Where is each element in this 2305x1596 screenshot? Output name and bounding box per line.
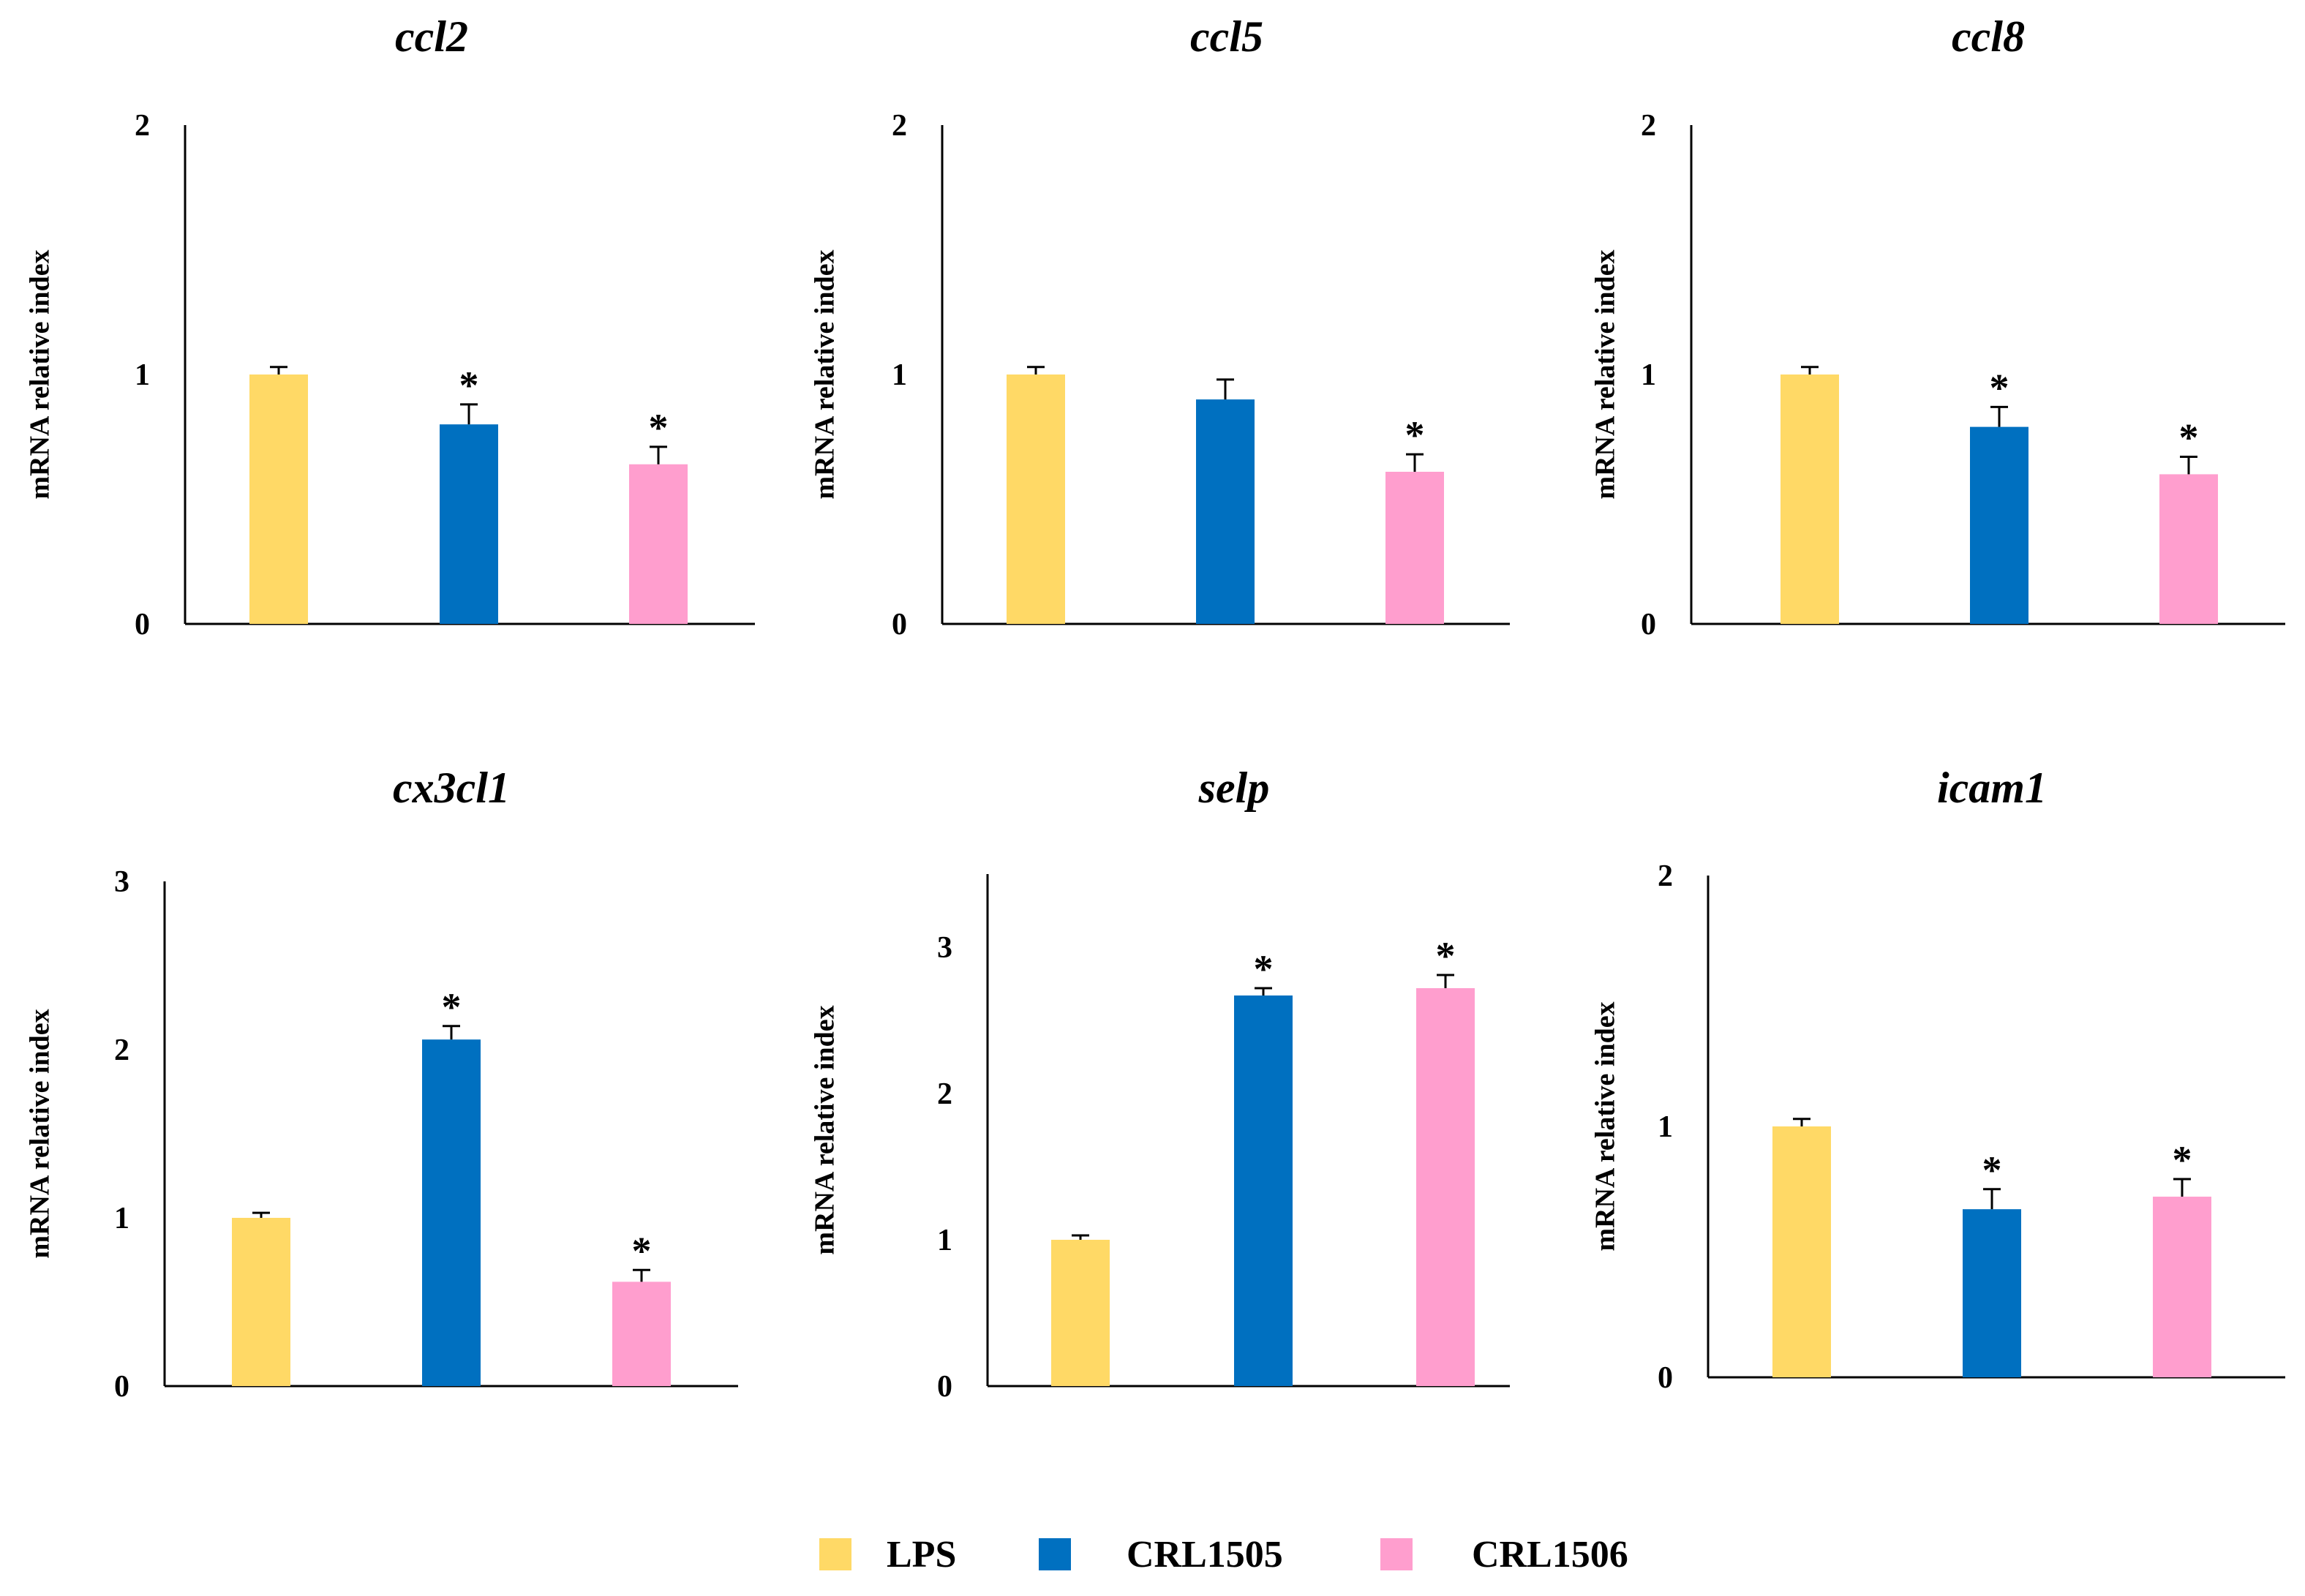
bar-CRL1505: [1963, 1209, 2021, 1377]
bar-LPS: [249, 374, 308, 624]
chart-panel-ccl2: ccl2 mRNA relative index 0 1 2 * *: [24, 12, 755, 641]
chart-title: ccl8: [1952, 12, 2025, 61]
significance-star: *: [649, 406, 669, 450]
y-axis-label: mRNA relative index: [24, 249, 55, 499]
bar-CRL1506: [2159, 474, 2218, 624]
significance-star: *: [2179, 416, 2199, 460]
chart-title: icam1: [1937, 764, 2047, 812]
y-tick-label: 2: [135, 109, 150, 143]
y-tick-label: 3: [114, 865, 129, 899]
y-axis-label: mRNA relative index: [809, 249, 840, 499]
chart-title: selp: [1198, 764, 1270, 812]
y-axis-label: mRNA relative index: [24, 1009, 55, 1258]
bar-CRL1505: [422, 1039, 481, 1386]
y-tick-label: 1: [937, 1224, 952, 1257]
legend-swatch: [819, 1538, 851, 1570]
chart-panel-ccl5: ccl5 mRNA relative index 0 1 2 *: [809, 12, 1510, 641]
bar-LPS: [232, 1218, 290, 1386]
bar-CRL1506: [629, 464, 688, 624]
legend-label: CRL1505: [1127, 1534, 1283, 1576]
legend-swatch: [1039, 1538, 1071, 1570]
y-tick-label: 2: [114, 1034, 129, 1067]
significance-star: *: [1436, 934, 1456, 978]
y-tick-label: 1: [1641, 358, 1656, 392]
legend-swatch: [1380, 1538, 1413, 1570]
chart-panel-icam1: icam1 mRNA relative index 0 1 2 * *: [1590, 764, 2285, 1395]
bar-CRL1506: [2153, 1197, 2211, 1377]
y-tick-label: 1: [892, 358, 907, 392]
legend-item-CRL1506: CRL1506: [1380, 1534, 1628, 1576]
significance-star: *: [1982, 1148, 2002, 1192]
bar-CRL1506: [1416, 988, 1475, 1386]
legend: LPS CRL1505 CRL1506: [819, 1534, 1628, 1576]
legend-item-LPS: LPS: [819, 1534, 956, 1576]
chart-title: cx3cl1: [393, 764, 510, 812]
chart-title: ccl5: [1190, 12, 1263, 61]
bar-CRL1505: [440, 424, 498, 624]
legend-item-CRL1505: CRL1505: [1039, 1534, 1283, 1576]
bar-CRL1505: [1234, 995, 1293, 1386]
y-axis-label: mRNA relative index: [1590, 1001, 1620, 1251]
significance-star: *: [1254, 947, 1274, 991]
chart-panel-cx3cl1: cx3cl1 mRNA relative index 0 1 2 3 * *: [24, 764, 738, 1404]
y-axis-label: mRNA relative index: [809, 1005, 840, 1254]
y-tick-label: 2: [937, 1077, 952, 1111]
y-tick-label: 0: [1658, 1361, 1673, 1395]
significance-star: *: [1990, 366, 2009, 410]
bar-LPS: [1051, 1240, 1110, 1386]
significance-star: *: [632, 1229, 652, 1273]
chart-panel-selp: selp mRNA relative index 0 1 2 3 * *: [809, 764, 1510, 1404]
y-tick-label: 2: [1658, 859, 1673, 893]
y-tick-label: 1: [135, 358, 150, 392]
bar-LPS: [1781, 374, 1839, 624]
y-tick-label: 1: [1658, 1110, 1673, 1144]
y-tick-label: 0: [892, 608, 907, 641]
y-tick-label: 0: [135, 608, 150, 641]
bar-CRL1506: [612, 1281, 671, 1386]
legend-label: LPS: [887, 1534, 956, 1576]
y-tick-label: 2: [892, 109, 907, 143]
significance-star: *: [1405, 413, 1425, 457]
chart-panels: ccl2 mRNA relative index 0 1 2 * * ccl5 mRNA rel…: [24, 12, 2285, 1404]
bar-CRL1505: [1970, 426, 2028, 624]
chart-title: ccl2: [395, 12, 468, 61]
y-tick-label: 0: [937, 1370, 952, 1404]
legend-label: CRL1506: [1472, 1534, 1628, 1576]
bar-LPS: [1772, 1126, 1831, 1377]
y-tick-label: 3: [937, 931, 952, 965]
bar-LPS: [1007, 374, 1065, 624]
bar-CRL1506: [1385, 471, 1444, 624]
y-axis-label: mRNA relative index: [1590, 249, 1620, 499]
bar-CRL1505: [1196, 399, 1255, 624]
y-tick-label: 2: [1641, 109, 1656, 143]
chart-panel-ccl8: ccl8 mRNA relative index 0 1 2 * *: [1590, 12, 2285, 641]
y-tick-label: 0: [1641, 608, 1656, 641]
significance-star: *: [459, 364, 479, 407]
y-tick-label: 0: [114, 1370, 129, 1404]
significance-star: *: [2173, 1138, 2192, 1182]
significance-star: *: [442, 985, 462, 1029]
y-tick-label: 1: [114, 1202, 129, 1235]
